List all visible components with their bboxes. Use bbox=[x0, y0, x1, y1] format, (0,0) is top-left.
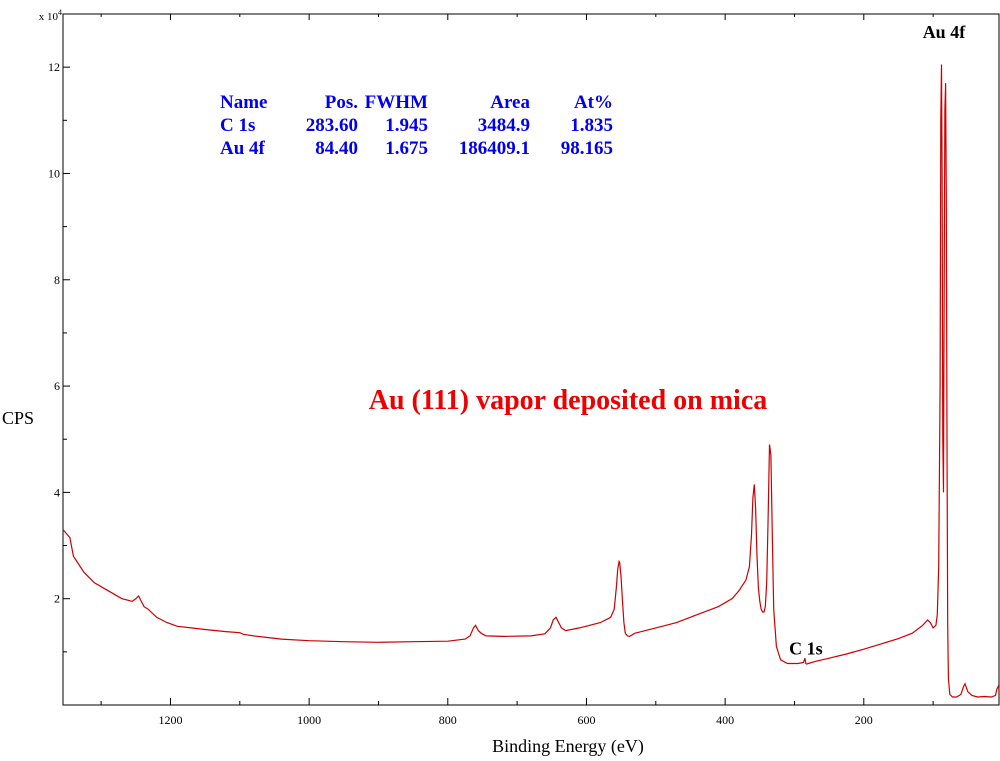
spectrum-line bbox=[62, 64, 1000, 698]
x-tick-label: 1200 bbox=[158, 713, 182, 727]
x-tick-label: 1000 bbox=[297, 713, 321, 727]
table-header-cell: At% bbox=[574, 92, 613, 113]
table-cell: 283.60 bbox=[306, 115, 358, 136]
y-tick-label: 8 bbox=[54, 273, 60, 287]
table-cell: Au 4f bbox=[220, 138, 266, 159]
x-tick-label: 400 bbox=[716, 713, 734, 727]
table-header-cell: FWHM bbox=[365, 92, 428, 113]
table-cell: 1.945 bbox=[385, 115, 428, 136]
table-cell: 186409.1 bbox=[459, 138, 530, 159]
peak-label: C 1s bbox=[789, 639, 823, 659]
table-cell: 3484.9 bbox=[478, 115, 530, 136]
plot-frame bbox=[62, 13, 1000, 706]
table-header-cell: Name bbox=[220, 92, 267, 113]
x-tick-label: 600 bbox=[577, 713, 595, 727]
x-axis-ticks: 1200 1000 800 600 400 200 bbox=[100, 14, 934, 727]
y-tick-label: 6 bbox=[54, 379, 60, 393]
table-cell: 98.165 bbox=[561, 138, 613, 159]
sample-annotation: Au (111) vapor deposited on mica bbox=[369, 385, 768, 416]
x-axis-title: Binding Energy (eV) bbox=[492, 736, 644, 757]
x-tick-label: 200 bbox=[855, 713, 873, 727]
table-cell: 1.675 bbox=[385, 138, 428, 159]
y-axis-title: CPS bbox=[2, 408, 34, 428]
y-tick-label: 4 bbox=[54, 485, 60, 499]
y-tick-label: 2 bbox=[54, 592, 60, 606]
table-cell: C 1s bbox=[220, 115, 255, 136]
y-multiplier-label: x 104 bbox=[39, 8, 62, 23]
x-tick-label: 800 bbox=[439, 713, 457, 727]
y-tick-label: 10 bbox=[48, 166, 60, 180]
table-header-cell: Pos. bbox=[325, 92, 358, 113]
y-axis-ticks: 2 4 6 8 10 12 bbox=[48, 13, 70, 653]
y-tick-label: 12 bbox=[48, 60, 60, 74]
peak-label: Au 4f bbox=[923, 22, 967, 42]
quantification-table: Name Pos. FWHM Area At% C 1s 283.60 1.945 3484.9… bbox=[220, 92, 613, 159]
table-cell: 1.835 bbox=[570, 115, 613, 136]
table-header-cell: Area bbox=[490, 92, 530, 113]
peak-labels: Au 4f C 1s bbox=[789, 22, 966, 659]
table-cell: 84.40 bbox=[315, 138, 358, 159]
